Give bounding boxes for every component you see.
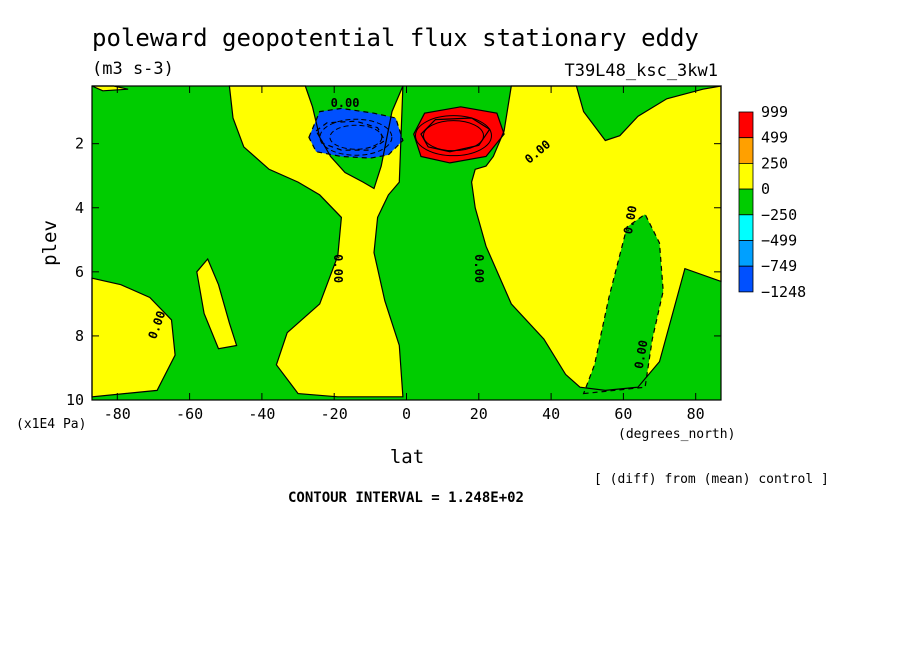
legend-label: −499 (761, 232, 797, 250)
contour-nh-subtropical-negative (582, 213, 664, 395)
contour-interval: CONTOUR INTERVAL = 1.248E+02 (288, 490, 524, 506)
x-tick-label: -60 (176, 405, 203, 423)
x-axis: -80 -60 -40 -20 0 20 40 60 80 (104, 86, 705, 423)
region-sh-subtropical-positive (229, 86, 403, 397)
legend-label: −749 (761, 257, 797, 275)
contour-label: 0.00 (632, 339, 651, 370)
y-units-label: (x1E4 Pa) (16, 417, 86, 432)
legend-label: −250 (761, 206, 797, 224)
x-tick-label: 80 (687, 405, 705, 423)
x-units-label: (degrees_north) (618, 427, 735, 442)
chart-units: (m3 s-3) (92, 59, 174, 79)
region-sh-lower-positive (196, 259, 237, 349)
contour-label: 0.00 (331, 96, 360, 110)
region-nh-tropical-core (421, 118, 490, 152)
legend-swatch (738, 265, 754, 293)
contour-ring-negative-1 (319, 118, 393, 156)
legend-label: 0 (761, 180, 770, 198)
contour-ring-positive-2 (422, 120, 484, 152)
chart-title: poleward geopotential flux stationary ed… (92, 24, 699, 52)
legend-swatch (738, 137, 754, 164)
legend-swatch (738, 162, 754, 190)
x-tick-label: 0 (402, 405, 411, 423)
legend-label: 499 (761, 129, 788, 147)
field-regions (92, 86, 721, 397)
contour-label: 0.00 (621, 204, 640, 235)
legend-swatch (738, 188, 754, 216)
y-axis: 2 4 6 8 10 (66, 135, 721, 409)
y-tick-label: 8 (75, 327, 84, 345)
contour-sh-subtropical-positive (228, 85, 404, 398)
region-sh-midlat-positive (92, 278, 176, 397)
region-sh-tropical-core (316, 121, 385, 151)
legend-swatch (738, 214, 754, 241)
y-tick-label: 2 (75, 135, 84, 153)
x-tick-label: -80 (104, 405, 131, 423)
x-tick-label: -20 (321, 405, 348, 423)
contour-nh-tropical-maximum (413, 106, 505, 164)
legend-label: 999 (761, 103, 788, 121)
x-tick-label: 20 (470, 405, 488, 423)
legend-label: −1248 (761, 283, 806, 301)
contour-sh-tropical-minimum (308, 107, 404, 159)
contour-label: 0.00 (472, 254, 486, 283)
region-nh-subtropical-negative (583, 214, 664, 394)
legend-swatch (738, 240, 754, 267)
y-tick-label: 6 (75, 263, 84, 281)
contour-nh-tropical-core (420, 117, 491, 153)
diff-note: [ (diff) from (mean) control ] (594, 472, 829, 487)
contour-label: 0.00 (331, 254, 345, 283)
x-tick-label: 60 (614, 405, 632, 423)
x-tick-label: -40 (248, 405, 275, 423)
contour-sh-tropical-core (315, 120, 386, 151)
contour-ring-negative-2 (329, 124, 383, 150)
legend-swatch (738, 111, 754, 139)
x-axis-label: lat (390, 446, 424, 468)
run-label: T39L48_ksc_3kw1 (564, 61, 718, 81)
y-tick-label: 4 (75, 199, 84, 217)
y-tick-label: 10 (66, 391, 84, 409)
x-tick-label: 40 (542, 405, 560, 423)
contour-lines (91, 85, 722, 398)
legend-label: 250 (761, 154, 788, 172)
color-legend: 999 499 250 0 −250 −499 −749 −1248 (738, 103, 806, 301)
contour-sh-lower-positive (196, 257, 238, 350)
contour-sh-midlat-positive (91, 277, 176, 398)
y-axis-label: plev (39, 220, 61, 266)
contour-nh-midlat-positive (470, 85, 722, 392)
region-nh-midlat-positive (471, 86, 721, 391)
contour-ring-positive-1 (414, 115, 492, 157)
plot-area: 0.000.00 0.000.000.000.000.00 -80 -60 -40 -2… (66, 85, 722, 423)
